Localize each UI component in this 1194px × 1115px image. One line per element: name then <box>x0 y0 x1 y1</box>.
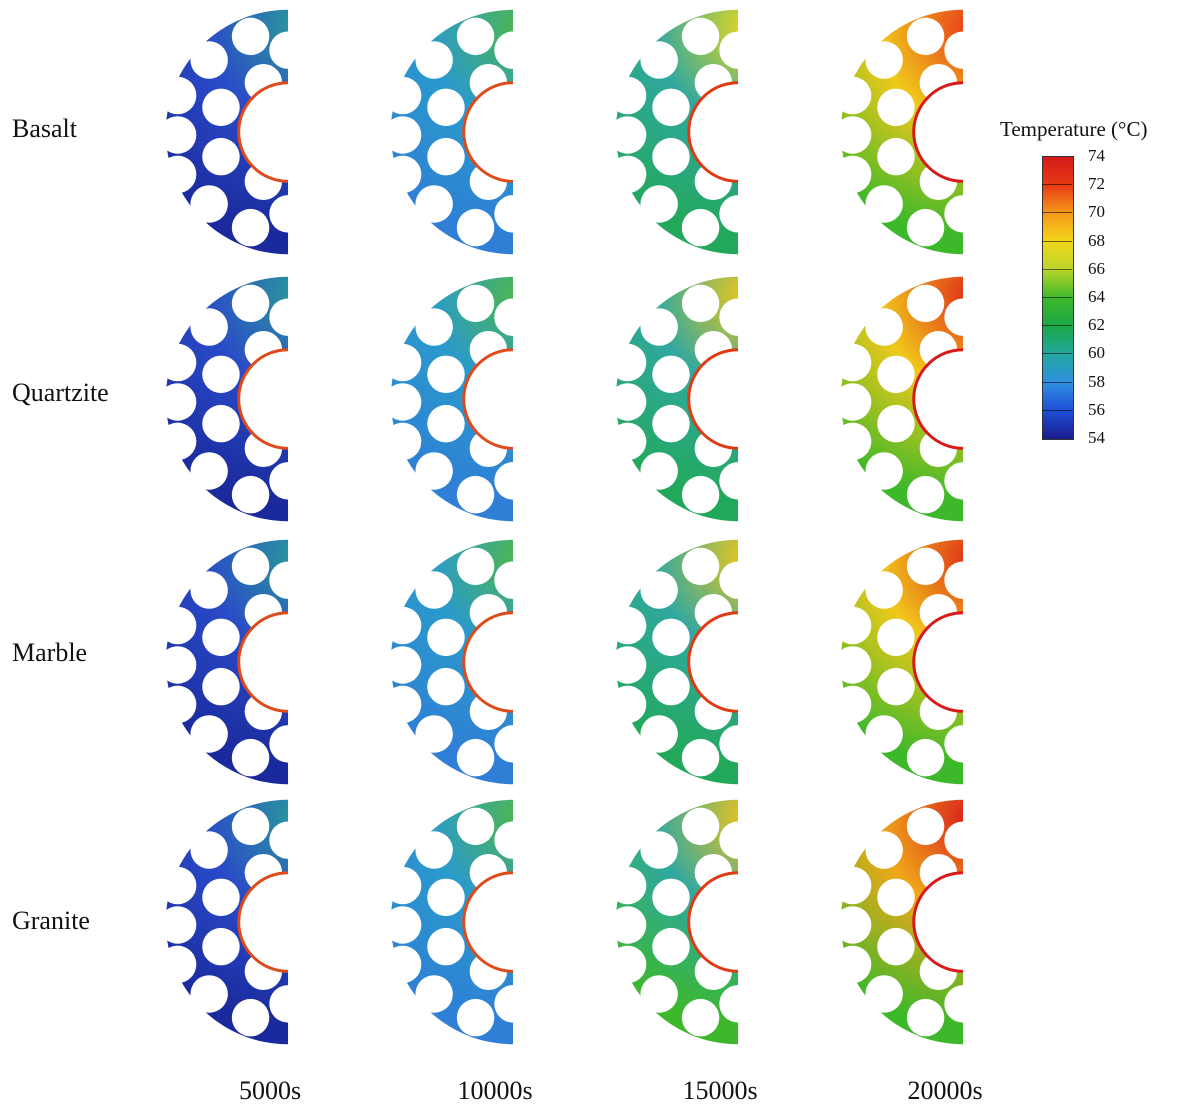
colorbar-title: Temperature (°C) <box>1000 117 1148 141</box>
contour-panel <box>615 9 739 255</box>
rock-section <box>390 276 514 522</box>
borehole-wall <box>687 348 739 450</box>
colorbar-tick-label: 68 <box>1088 230 1105 250</box>
contour-panel <box>165 276 289 522</box>
contour-panel <box>840 9 964 255</box>
contour-panel <box>390 799 514 1045</box>
colorbar-gradient <box>1042 156 1074 440</box>
contour-panel <box>840 539 964 785</box>
colorbar-tick-mark <box>1042 325 1072 327</box>
colorbar-tick-label: 70 <box>1088 202 1105 222</box>
col-label-15000s: 15000s <box>682 1076 758 1105</box>
borehole-wall <box>237 348 289 450</box>
colorbar-tick-label: 64 <box>1088 287 1105 306</box>
colorbar-tick-label: 56 <box>1088 399 1105 419</box>
rock-section <box>840 9 964 255</box>
rock-section <box>390 9 514 255</box>
contour-panel <box>390 276 514 522</box>
borehole-wall <box>912 81 964 183</box>
borehole-wall <box>912 348 964 450</box>
colorbar-tick-label: 72 <box>1088 174 1105 194</box>
contour-panel <box>840 799 964 1045</box>
rock-section <box>165 799 289 1045</box>
colorbar-tick-mark <box>1042 184 1072 186</box>
col-label-10000s: 10000s <box>457 1076 533 1105</box>
colorbar-tick-mark <box>1042 297 1072 298</box>
row-label-marble: Marble <box>12 638 88 667</box>
row-label-basalt: Basalt <box>12 114 77 143</box>
colorbar-tick-mark <box>1042 268 1072 270</box>
borehole-wall <box>462 81 514 183</box>
col-label-20000s: 20000s <box>907 1076 983 1105</box>
rock-section <box>615 539 739 785</box>
contour-panel <box>165 9 289 255</box>
rock-section <box>840 276 964 522</box>
colorbar-tick-label: 58 <box>1088 371 1105 391</box>
colorbar-tick-mark <box>1042 240 1072 242</box>
rock-section <box>615 799 739 1045</box>
borehole-wall <box>687 81 739 183</box>
contour-panel <box>390 9 514 255</box>
colorbar-tick-label: 62 <box>1088 315 1105 335</box>
colorbar-tick-mark <box>1042 409 1072 411</box>
borehole-wall <box>912 871 964 973</box>
contour-panel <box>615 799 739 1045</box>
rock-section <box>840 799 964 1045</box>
contour-panel <box>390 539 514 785</box>
row-label-granite: Granite <box>12 906 90 935</box>
rock-section <box>165 276 289 522</box>
contour-panel <box>615 539 739 785</box>
rock-section <box>840 539 964 785</box>
borehole-wall <box>462 611 514 713</box>
rock-section <box>165 539 289 785</box>
rock-section <box>390 539 514 785</box>
colorbar-tick-mark <box>1042 212 1072 214</box>
borehole-wall <box>687 611 739 713</box>
row-label-quartzite: Quartzite <box>12 378 109 407</box>
colorbar-tick-label: 60 <box>1088 343 1105 363</box>
contour-panel <box>165 799 289 1045</box>
colorbar-tick-label: 54 <box>1088 428 1105 447</box>
borehole-wall <box>912 611 964 713</box>
borehole-wall <box>462 871 514 973</box>
colorbar-tick-label: 66 <box>1088 258 1105 278</box>
borehole-wall <box>462 348 514 450</box>
rock-section <box>615 276 739 522</box>
borehole-wall <box>237 81 289 183</box>
colorbar-tick-label: 74 <box>1088 146 1105 165</box>
col-label-5000s: 5000s <box>238 1076 302 1105</box>
borehole-wall <box>237 611 289 713</box>
colorbar-tick-mark <box>1042 381 1072 383</box>
borehole-wall <box>237 871 289 973</box>
contour-panel <box>165 539 289 785</box>
contour-panel <box>840 276 964 522</box>
borehole-wall <box>687 871 739 973</box>
rock-section <box>165 9 289 255</box>
rock-section <box>615 9 739 255</box>
rock-section <box>390 799 514 1045</box>
contour-panel <box>615 276 739 522</box>
colorbar-tick-mark <box>1042 353 1072 355</box>
